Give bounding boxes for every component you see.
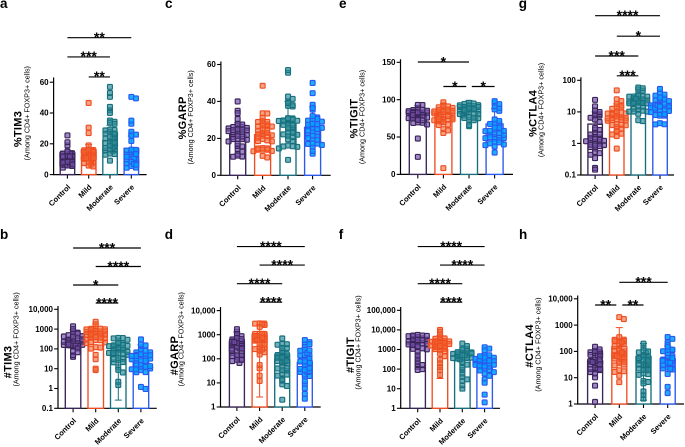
- svg-text:****: ****: [260, 238, 282, 254]
- svg-text:1: 1: [49, 384, 54, 393]
- svg-text:%CTLA4: %CTLA4: [527, 89, 539, 137]
- svg-text:(Among CD4+ FOXP3+ cells): (Among CD4+ FOXP3+ cells): [176, 292, 185, 386]
- svg-text:****: ****: [271, 256, 293, 272]
- svg-text:****: ****: [260, 294, 282, 310]
- svg-text:e: e: [339, 0, 347, 11]
- svg-text:100: 100: [202, 355, 216, 364]
- svg-text:f: f: [339, 227, 344, 242]
- svg-text:****: ****: [440, 294, 462, 310]
- svg-text:(Among CD4+ FOXP3+ cells): (Among CD4+ FOXP3+ cells): [186, 70, 195, 164]
- svg-text:10,000: 10,000: [191, 306, 216, 315]
- svg-text:c: c: [165, 0, 173, 11]
- svg-text:**: **: [94, 29, 105, 45]
- svg-text:0: 0: [391, 170, 396, 179]
- svg-text:40: 40: [40, 109, 49, 118]
- svg-text:60: 60: [40, 78, 49, 87]
- svg-text:100: 100: [559, 347, 573, 356]
- svg-text:10,000: 10,000: [29, 305, 54, 314]
- svg-text:0: 0: [211, 171, 216, 180]
- svg-text:g: g: [519, 0, 527, 11]
- svg-text:***: ***: [81, 48, 98, 64]
- svg-text:b: b: [0, 227, 8, 242]
- svg-text:10: 10: [387, 384, 396, 393]
- svg-text:(Among CD4+ FOXP3+ cells): (Among CD4+ FOXP3+ cells): [533, 297, 542, 391]
- svg-text:****: ****: [107, 258, 129, 274]
- svg-text:(Among CD4+ FOXP3+ cells): (Among CD4+ FOXP3+ cells): [354, 295, 363, 389]
- svg-text:10,000: 10,000: [371, 326, 396, 335]
- svg-text:10,000: 10,000: [548, 295, 573, 304]
- svg-text:#GARP: #GARP: [169, 336, 181, 375]
- svg-text:%TIM3: %TIM3: [13, 111, 25, 147]
- svg-text:10: 10: [564, 373, 573, 382]
- svg-text:10: 10: [567, 108, 576, 117]
- svg-text:60: 60: [207, 60, 216, 69]
- svg-text:150: 150: [382, 58, 396, 67]
- svg-text:***: ***: [635, 274, 652, 290]
- svg-text:*: *: [636, 28, 642, 44]
- svg-text:100: 100: [382, 95, 396, 104]
- svg-text:(Among CD4+ FOXP3+ cells): (Among CD4+ FOXP3+ cells): [22, 66, 31, 160]
- svg-text:1: 1: [211, 403, 216, 412]
- svg-text:100: 100: [563, 76, 577, 85]
- svg-text:a: a: [0, 0, 8, 11]
- svg-text:****: ****: [249, 275, 271, 291]
- svg-text:%GARP: %GARP: [177, 96, 189, 139]
- svg-text:*: *: [480, 78, 486, 94]
- svg-text:****: ****: [96, 294, 118, 310]
- svg-text:d: d: [165, 227, 173, 242]
- svg-text:1000: 1000: [35, 325, 53, 334]
- svg-text:10: 10: [207, 379, 216, 388]
- svg-text:*: *: [452, 78, 458, 94]
- svg-text:(Among CD4+ FOXP3+ cells): (Among CD4+ FOXP3+ cells): [358, 70, 367, 164]
- svg-text:100: 100: [40, 345, 54, 354]
- svg-text:*: *: [441, 53, 447, 69]
- svg-text:***: ***: [609, 47, 626, 63]
- svg-text:****: ****: [440, 238, 462, 254]
- svg-text:(Among CD4+ FOXP3+ cells): (Among CD4+ FOXP3+ cells): [11, 292, 20, 386]
- svg-text:0: 0: [44, 170, 49, 179]
- svg-text:**: **: [627, 296, 638, 312]
- svg-text:****: ****: [429, 275, 451, 291]
- svg-text:1000: 1000: [198, 330, 216, 339]
- svg-text:1000: 1000: [378, 345, 396, 354]
- svg-text:*: *: [93, 276, 99, 292]
- svg-text:#TIM3: #TIM3: [3, 346, 15, 379]
- svg-text:**: **: [600, 296, 611, 312]
- svg-text:0.1: 0.1: [42, 404, 54, 413]
- svg-text:h: h: [519, 227, 527, 242]
- svg-text:100: 100: [382, 365, 396, 374]
- svg-text:20: 20: [40, 140, 49, 149]
- svg-text:1: 1: [568, 400, 573, 409]
- svg-text:***: ***: [619, 67, 636, 83]
- svg-text:#TIGIT: #TIGIT: [345, 337, 357, 373]
- svg-text:#CTLA4: #CTLA4: [524, 324, 536, 368]
- svg-text:%TIGIT: %TIGIT: [349, 99, 361, 139]
- svg-text:100,000: 100,000: [367, 306, 396, 315]
- svg-text:10: 10: [44, 364, 53, 373]
- svg-text:****: ****: [451, 256, 473, 272]
- svg-text:1: 1: [571, 139, 576, 148]
- svg-text:20: 20: [207, 134, 216, 143]
- svg-text:40: 40: [207, 97, 216, 106]
- svg-text:1000: 1000: [555, 321, 573, 330]
- svg-text:(Among CD4+ FOXP3+ cells): (Among CD4+ FOXP3+ cells): [537, 63, 546, 157]
- svg-text:****: ****: [617, 7, 639, 23]
- svg-text:0.1: 0.1: [565, 171, 577, 180]
- svg-text:***: ***: [99, 239, 116, 255]
- svg-text:1: 1: [391, 404, 396, 413]
- svg-text:**: **: [94, 68, 105, 84]
- svg-text:50: 50: [387, 133, 396, 142]
